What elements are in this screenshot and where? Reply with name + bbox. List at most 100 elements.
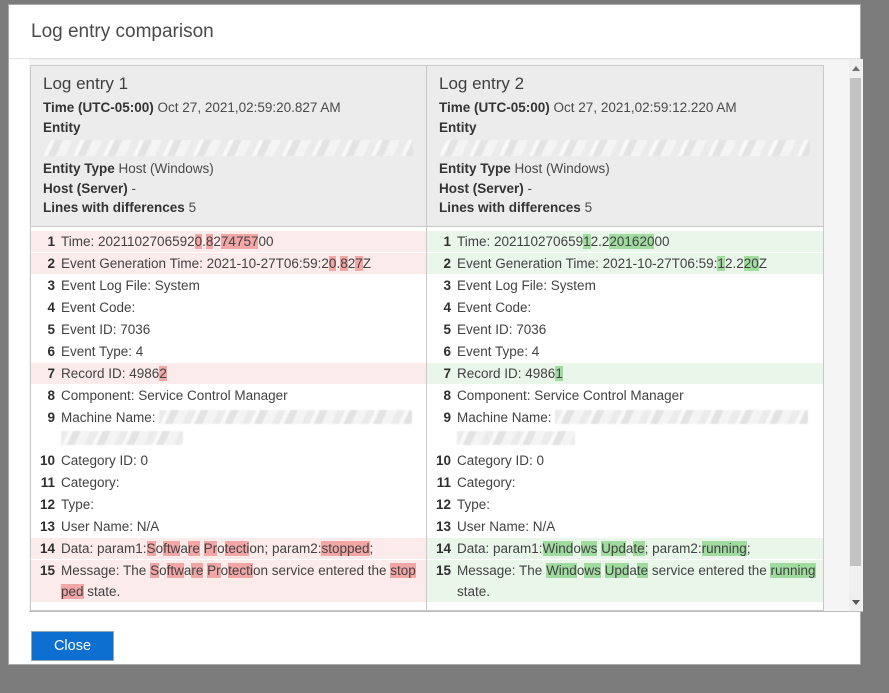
text-segment: a xyxy=(629,563,637,578)
log-line: 8 Component: Service Control Manager xyxy=(427,385,823,407)
line-number: 5 xyxy=(47,322,55,337)
scroll-up-button[interactable] xyxy=(849,60,862,76)
text-segment: Event ID: 7036 xyxy=(61,322,151,337)
diff-count-label: Lines with differences xyxy=(43,200,185,215)
line-number: 10 xyxy=(435,453,451,468)
log-entry-2-panel: Log entry 2 Time (UTC-05:00) Oct 27, 202… xyxy=(427,65,824,611)
entity-redacted-value xyxy=(43,140,414,156)
diff-highlight: 0 xyxy=(328,256,337,271)
time-line: Time (UTC-05:00) Oct 27, 2021,02:59:20.8… xyxy=(43,98,417,118)
diff-highlight: ftw xyxy=(166,563,184,578)
text-segment: service entered the xyxy=(648,563,771,578)
log-line: 9 Machine Name: xyxy=(427,407,823,450)
redacted-text xyxy=(555,410,809,424)
text-segment: Z xyxy=(362,256,371,271)
text-segment: Message: The xyxy=(61,563,151,578)
time-value: Oct 27, 2021,02:59:12.220 AM xyxy=(553,100,737,115)
text-segment: Event Type: 4 xyxy=(61,344,144,359)
line-number: 7 xyxy=(47,366,55,381)
text-segment: Time: 2021102706592 xyxy=(61,234,195,249)
text-segment: a xyxy=(625,541,634,556)
entity-type-label: Entity Type xyxy=(439,161,511,176)
diff-highlight: Upd xyxy=(601,541,626,556)
log-line: 10 Category ID: 0 xyxy=(31,450,426,472)
text-segment: Event Log File: System xyxy=(457,278,596,293)
diff-highlight: re xyxy=(191,563,204,578)
log-line: 2 Event Generation Time: 2021-10-27T06:59… xyxy=(31,253,426,275)
scroll-thumb[interactable] xyxy=(850,78,861,566)
diff-count-value: 5 xyxy=(584,200,593,215)
diff-highlight: 7 xyxy=(355,256,363,271)
line-number: 12 xyxy=(435,497,451,512)
diff-highlight: te xyxy=(633,541,645,556)
line-text: Time: 20211027065912.220162000 xyxy=(457,231,823,252)
line-text: Component: Service Control Manager xyxy=(61,385,426,406)
line-text: Component: Service Control Manager xyxy=(457,385,823,406)
scroll-down-button[interactable] xyxy=(849,594,862,610)
line-number: 14 xyxy=(39,541,55,556)
log-line: 9 Machine Name: xyxy=(31,407,426,450)
text-segment: Type: xyxy=(457,497,491,512)
text-segment: . xyxy=(202,234,206,249)
log-line: 10 Category ID: 0 xyxy=(427,450,823,472)
line-text: Event Generation Time: 2021-10-27T06:59:… xyxy=(61,253,426,274)
line-number: 6 xyxy=(47,344,55,359)
text-segment: Event Generation Time: 2021-10-27T06:59: xyxy=(457,256,718,271)
log-line: 5 Event ID: 7036 xyxy=(31,319,426,341)
dialog-title: Log entry comparison xyxy=(31,21,214,42)
log-comparison-dialog: Log entry comparison Log entry 1 Time (U… xyxy=(8,4,863,665)
line-text: Machine Name: xyxy=(61,407,426,449)
log-line: 11 Category: xyxy=(427,472,823,494)
line-text: Event Generation Time: 2021-10-27T06:59:… xyxy=(457,253,823,274)
text-segment: Machine Name: xyxy=(61,410,160,425)
diff-highlight: S xyxy=(150,563,160,578)
comparison-scroll-area: Log entry 1 Time (UTC-05:00) Oct 27, 202… xyxy=(29,59,863,612)
text-segment: o xyxy=(220,563,229,578)
line-number: 4 xyxy=(443,300,451,315)
line-text: Type: xyxy=(457,494,823,515)
text-segment: o xyxy=(576,563,585,578)
line-text: Message: The Windows Update service ente… xyxy=(457,560,823,602)
diff-highlight: running xyxy=(770,563,816,578)
text-segment: Category: xyxy=(457,475,516,490)
line-text: Category: xyxy=(457,472,823,493)
host-line: Host (Server) - xyxy=(439,179,814,199)
diff-highlight: 20 xyxy=(743,256,759,271)
line-number: 14 xyxy=(435,541,451,556)
text-segment: 00 xyxy=(258,234,274,249)
panel-title: Log entry 2 xyxy=(439,74,525,93)
text-segment: a xyxy=(180,541,188,556)
close-button[interactable]: Close xyxy=(31,631,114,661)
line-number: 15 xyxy=(435,563,451,578)
log-line: 12 Type: xyxy=(31,494,426,516)
line-text: Category: xyxy=(61,472,426,493)
text-segment: Data: param1: xyxy=(61,541,147,556)
scroll-up-icon xyxy=(851,66,860,71)
log-line: 6 Event Type: 4 xyxy=(31,341,426,363)
entity-redacted-value xyxy=(439,140,811,156)
text-segment: o xyxy=(217,541,225,556)
line-number: 3 xyxy=(47,278,55,293)
line-text: Record ID: 49862 xyxy=(61,363,426,384)
line-number: 11 xyxy=(40,475,55,490)
diff-highlight: 2 xyxy=(159,366,167,381)
text-segment: Type: xyxy=(61,497,95,512)
text-segment: ; xyxy=(369,541,374,556)
text-segment: User Name: N/A xyxy=(457,519,556,534)
line-number: 1 xyxy=(443,234,451,249)
log-line: 13 User Name: N/A xyxy=(427,516,823,538)
line-number: 2 xyxy=(47,256,55,271)
diff-highlight: 0 xyxy=(194,234,203,249)
text-segment: Event Code: xyxy=(61,300,136,315)
entity-type-value: Host (Windows) xyxy=(118,161,214,176)
host-label: Host (Server) xyxy=(43,180,128,196)
scrollbar[interactable] xyxy=(849,60,862,611)
log-line: 1 Time: 20211027065912.220162000 xyxy=(427,231,823,253)
text-segment: Machine Name: xyxy=(457,410,556,425)
diff-highlight: tecti xyxy=(228,563,253,578)
text-segment: o xyxy=(573,541,581,556)
line-number: 7 xyxy=(443,366,451,381)
text-segment: Component: Service Control Manager xyxy=(457,388,684,403)
line-text: Event Code: xyxy=(61,297,426,318)
line-text: Data: param1:Software Protection; param2… xyxy=(61,538,426,559)
